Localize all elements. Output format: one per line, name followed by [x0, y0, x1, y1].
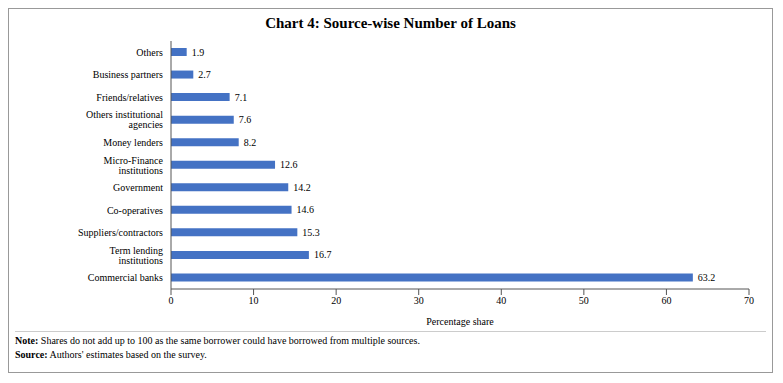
- svg-text:Commercial banks: Commercial banks: [88, 272, 163, 283]
- svg-text:63.2: 63.2: [698, 272, 716, 283]
- svg-text:Co-operatives: Co-operatives: [107, 205, 163, 216]
- svg-text:15.3: 15.3: [302, 227, 320, 238]
- svg-text:14.2: 14.2: [293, 182, 311, 193]
- svg-text:16.7: 16.7: [314, 249, 332, 260]
- svg-text:Money lenders: Money lenders: [103, 137, 163, 148]
- html-text:Source: Authors' estimates bas: Source: Authors' estimates based on the …: [15, 349, 207, 360]
- svg-text:Friends/relatives: Friends/relatives: [96, 92, 163, 103]
- svg-text:30: 30: [414, 295, 424, 306]
- svg-text:40: 40: [496, 295, 506, 306]
- svg-text:50: 50: [579, 295, 589, 306]
- svg-text:12.6: 12.6: [280, 159, 298, 170]
- svg-text:Others: Others: [136, 47, 163, 58]
- svg-text:1.9: 1.9: [192, 47, 205, 58]
- html-text:Chart 4: Source-wise Number of: Chart 4: Source-wise Number of Loans: [265, 15, 516, 31]
- svg-text:7.6: 7.6: [239, 114, 252, 125]
- svg-text:0: 0: [169, 295, 174, 306]
- svg-text:10: 10: [249, 295, 259, 306]
- svg-text:Micro-Financeinstitutions: Micro-Financeinstitutions: [104, 155, 164, 176]
- svg-text:Suppliers/contractors: Suppliers/contractors: [78, 227, 163, 238]
- svg-text:20: 20: [331, 295, 341, 306]
- svg-text:Term lendinginstitutions: Term lendinginstitutions: [110, 245, 164, 266]
- svg-text:Others institutionalagencies: Others institutionalagencies: [86, 109, 163, 130]
- svg-text:2.7: 2.7: [198, 69, 211, 80]
- svg-text:Business partners: Business partners: [93, 69, 163, 80]
- svg-text:60: 60: [661, 295, 671, 306]
- html-text:Note: Shares do not add up to: Note: Shares do not add up to 100 as the…: [15, 335, 420, 346]
- svg-text:Percentage share: Percentage share: [426, 316, 494, 327]
- svg-text:14.6: 14.6: [297, 204, 315, 215]
- svg-text:70: 70: [744, 295, 754, 306]
- svg-text:Government: Government: [113, 182, 163, 193]
- svg-text:8.2: 8.2: [244, 137, 256, 148]
- svg-text:7.1: 7.1: [235, 92, 248, 103]
